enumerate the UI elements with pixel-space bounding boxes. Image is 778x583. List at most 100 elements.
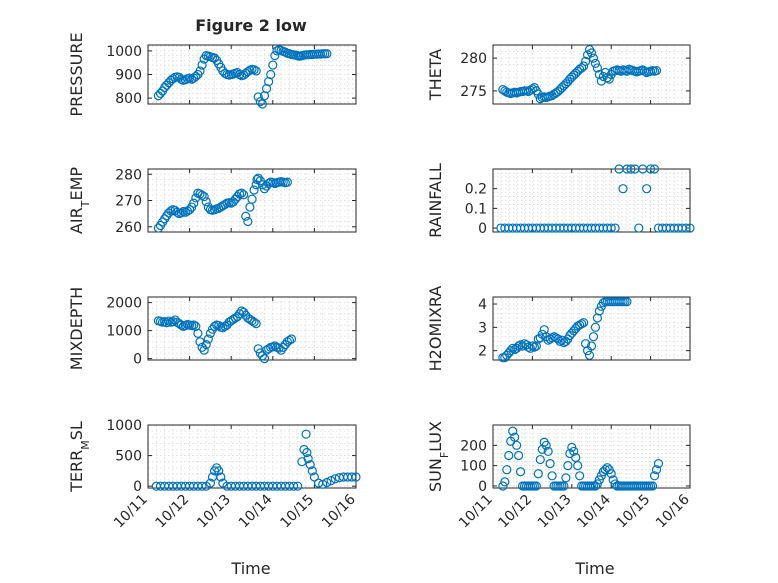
y-axis-label: THETA <box>426 49 445 101</box>
data-point <box>284 335 295 345</box>
data-point <box>579 61 589 71</box>
data-point <box>573 461 583 471</box>
data-point <box>249 185 259 195</box>
data-point <box>201 197 211 207</box>
data-point <box>579 318 589 328</box>
data-point <box>326 476 336 486</box>
y-axis-label: MIXDEPTH <box>67 287 86 370</box>
y-tick-label: 0.2 <box>465 182 487 198</box>
series-markers <box>496 164 695 233</box>
y-tick-label: 3 <box>478 320 487 336</box>
data-point <box>220 199 230 210</box>
axes-frame <box>492 44 691 105</box>
data-point <box>205 478 215 488</box>
data-point <box>508 343 518 353</box>
subplot-6: 2 3 4 H2OMIXRA <box>426 286 691 372</box>
y-tick-label: 280 <box>460 51 487 67</box>
data-point <box>525 343 536 353</box>
data-point <box>197 481 207 491</box>
data-point <box>500 477 510 487</box>
y-tick-label: 0 <box>133 352 142 368</box>
data-point <box>189 320 199 330</box>
data-point <box>533 469 543 479</box>
data-point <box>305 460 315 470</box>
series-markers <box>153 306 297 364</box>
y-tick-label: 0 <box>478 221 487 237</box>
series-markers <box>153 173 292 233</box>
data-point <box>322 477 332 488</box>
data-point <box>189 198 199 208</box>
y-tick-label: 900 <box>115 68 142 84</box>
data-point <box>268 60 278 70</box>
figure-title: Figure 2 low <box>195 16 307 35</box>
y-tick-label: 500 <box>115 449 142 465</box>
series-markers <box>498 297 632 363</box>
data-point <box>586 341 597 351</box>
data-point <box>580 56 591 66</box>
y-axis-label: RAINFALL <box>426 163 445 238</box>
data-point <box>504 450 514 461</box>
data-point <box>514 450 524 461</box>
data-point <box>604 74 614 84</box>
data-point <box>153 223 163 233</box>
data-point <box>286 334 297 344</box>
data-point <box>197 60 207 70</box>
y-tick-label: 0 <box>133 479 142 495</box>
y-axis-label: SUNFLUX <box>426 421 451 492</box>
data-point <box>527 341 538 351</box>
data-point <box>547 333 557 343</box>
data-point <box>253 173 263 183</box>
y-tick-label: 1000 <box>106 324 142 340</box>
data-point <box>592 63 603 73</box>
data-point <box>606 223 616 233</box>
data-point <box>645 164 656 174</box>
y-tick-label: 200 <box>460 438 487 454</box>
data-point <box>185 73 195 83</box>
y-tick-label: 270 <box>115 194 142 210</box>
data-point <box>649 164 660 174</box>
data-point <box>251 319 261 329</box>
y-tick-label: 0.1 <box>465 201 487 217</box>
subplot-1: 800 900 1000 PRESSURE <box>67 32 357 117</box>
series-markers <box>498 44 662 104</box>
data-point <box>243 216 253 227</box>
data-point <box>618 184 628 194</box>
subplot-4: 0 0.1 0.2 RAINFALL <box>426 163 695 238</box>
data-point <box>685 223 695 233</box>
data-point <box>575 471 585 481</box>
subplot-5: 0 1000 2000 MIXDEPTH <box>67 287 357 370</box>
series-markers <box>498 426 664 491</box>
data-point <box>176 208 186 218</box>
data-point <box>626 164 636 174</box>
data-point <box>307 466 317 476</box>
data-point <box>584 350 595 360</box>
data-point <box>195 337 205 347</box>
data-point <box>649 471 660 481</box>
data-point <box>547 471 557 481</box>
data-point <box>515 467 526 477</box>
data-point <box>347 472 357 482</box>
data-point <box>563 461 573 471</box>
y-tick-label: 1000 <box>106 44 142 60</box>
axes-background <box>492 168 691 233</box>
y-axis-label: TERRMSL <box>67 421 92 493</box>
y-axis-label: H2OMIXRA <box>426 286 445 372</box>
data-point <box>168 317 178 327</box>
x-axis-label-right: Time <box>574 559 614 578</box>
axes-frame <box>492 296 691 361</box>
data-point <box>330 474 340 484</box>
data-point <box>577 319 587 329</box>
data-point <box>506 346 516 356</box>
data-point <box>610 223 620 233</box>
data-point <box>561 473 571 483</box>
data-point <box>247 194 257 204</box>
y-axis-label: AIRTEMP <box>67 167 92 234</box>
y-axis-label: PRESSURE <box>67 32 86 116</box>
data-point <box>586 48 597 58</box>
y-tick-label: 1000 <box>106 418 142 434</box>
data-point <box>214 466 224 476</box>
data-point <box>577 63 587 73</box>
data-point <box>681 223 691 233</box>
x-axis-label-left: Time <box>230 559 270 578</box>
data-point <box>322 49 332 59</box>
